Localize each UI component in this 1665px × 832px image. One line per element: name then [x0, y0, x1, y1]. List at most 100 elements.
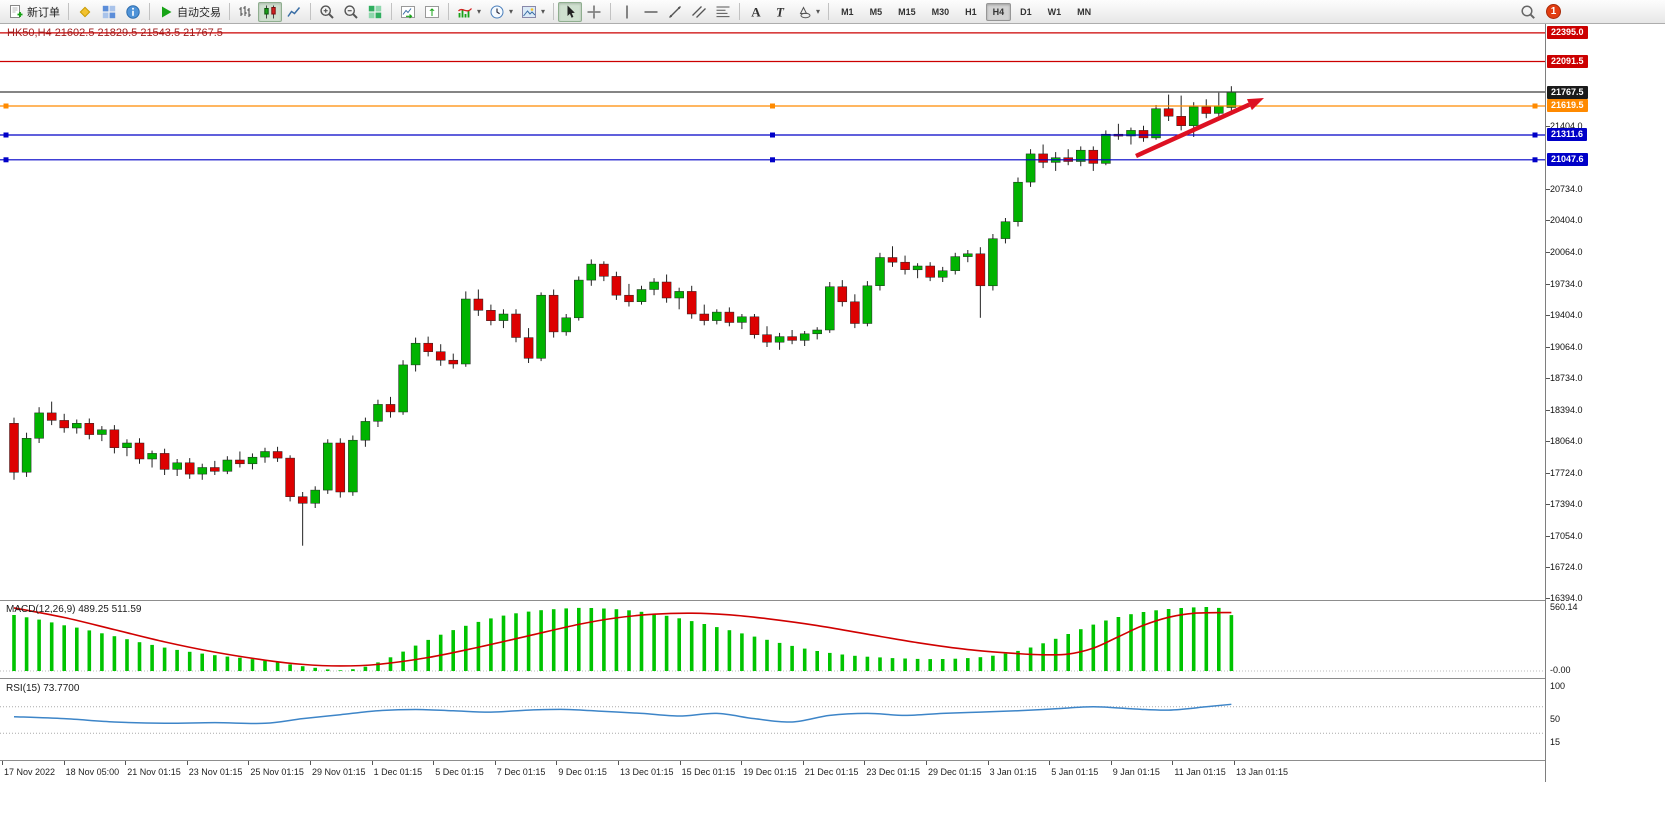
- time-tick: [1172, 761, 1174, 765]
- hline-handle[interactable]: [3, 132, 9, 138]
- toolbar-separator: [610, 3, 612, 20]
- time-tick: [679, 761, 681, 765]
- time-axis[interactable]: 17 Nov 2022 18 Nov 05:00 21 Nov 01:15 23 No…: [0, 760, 1545, 782]
- shapes-icon: [799, 5, 811, 18]
- clock-icon: [490, 5, 504, 18]
- trend-arrow[interactable]: [1135, 98, 1264, 159]
- zoom-out-button[interactable]: [339, 2, 363, 22]
- price-tick-label: 20404.0: [1550, 215, 1583, 226]
- hline-handle[interactable]: [3, 103, 9, 109]
- chevron-down-icon: ▾: [477, 7, 482, 16]
- refresh-button[interactable]: [121, 2, 145, 22]
- axis-tick: [1546, 504, 1550, 505]
- price-tick-label: 19734.0: [1550, 278, 1583, 289]
- axis-tick: [1546, 567, 1550, 568]
- timeframe-button-m30[interactable]: M30: [931, 6, 950, 17]
- svg-text:A: A: [751, 4, 761, 19]
- bars-chart-button[interactable]: [234, 2, 258, 22]
- trend-icon: [669, 5, 682, 18]
- time-tick: [433, 761, 435, 765]
- time-tick: [125, 761, 127, 765]
- price-axis[interactable]: 21404.0 20734.0 20404.0 20064.0 19734.0 19404…: [1545, 24, 1665, 782]
- notification-badge[interactable]: 1: [1546, 4, 1561, 19]
- chart-shift-button[interactable]: [420, 2, 444, 22]
- toolbar: 新订单 自动交易 ▾ ▾ ▾ A T ▾ M1 M5 M15 M30 H1 H4 D1 W1 MN 1: [0, 0, 1665, 24]
- chart-candles-icon: [264, 5, 276, 18]
- line-chart-button[interactable]: [282, 2, 306, 22]
- hline-handle[interactable]: [1532, 132, 1538, 138]
- hline-handle[interactable]: [3, 157, 9, 163]
- hline-handle[interactable]: [1532, 157, 1538, 163]
- timeframe-button-h1[interactable]: H1: [965, 6, 977, 17]
- new-order-button[interactable]: 新订单: [4, 2, 64, 22]
- axis-tick: [1546, 189, 1550, 190]
- price-line-label: 22395.0: [1547, 26, 1588, 39]
- time-tick: [987, 761, 989, 765]
- time-tick: [741, 761, 743, 765]
- hline-handle[interactable]: [770, 157, 775, 163]
- chart-bars-icon: [239, 5, 251, 17]
- toolbar-right: 1: [1516, 2, 1561, 22]
- arrows-button[interactable]: ▾: [792, 2, 824, 22]
- cursor-button[interactable]: [558, 1, 583, 22]
- macd-signal-line: [13, 607, 1232, 667]
- main-candle-chart[interactable]: [0, 24, 1545, 600]
- chevron-down-icon: ▾: [509, 7, 514, 16]
- toolbar-separator: [68, 3, 69, 20]
- hline-handle[interactable]: [1532, 103, 1538, 109]
- templates-button[interactable]: ▾: [517, 2, 549, 22]
- time-tick: [494, 761, 496, 765]
- time-tick: [186, 761, 188, 765]
- tile-windows-button[interactable]: [363, 2, 387, 22]
- time-label: 29 Dec 01:15: [928, 767, 982, 777]
- indicators-button[interactable]: ▾: [453, 2, 485, 22]
- zoom-in-icon: [320, 4, 334, 19]
- timeframe-button-mn[interactable]: MN: [1077, 6, 1092, 17]
- time-label: 13 Dec 01:15: [620, 767, 674, 777]
- toolbar-separator: [553, 3, 555, 20]
- macd-panel: [0, 600, 1545, 672]
- price-tick-label: 18734.0: [1550, 372, 1583, 383]
- fibonacci-button[interactable]: [711, 2, 735, 22]
- toolbar-separator: [448, 3, 449, 20]
- search-button[interactable]: [1516, 2, 1540, 22]
- vertical-line-button[interactable]: [615, 2, 639, 22]
- time-tick: [1234, 761, 1235, 765]
- info-circle-icon: [126, 4, 140, 19]
- macd-histogram: [12, 607, 1234, 671]
- hline-handle[interactable]: [770, 132, 775, 138]
- trendline-button[interactable]: [663, 2, 687, 22]
- candles-chart-button[interactable]: [258, 1, 282, 22]
- timeframe-button-m15[interactable]: M15: [898, 6, 916, 17]
- timeframe-button-d1[interactable]: D1: [1020, 6, 1032, 17]
- auto-scroll-button[interactable]: [396, 2, 420, 22]
- time-label: 23 Nov 01:15: [188, 767, 243, 777]
- timeframe-button-m5[interactable]: M5: [869, 6, 883, 17]
- horizontal-lines[interactable]: [0, 32, 1545, 163]
- rsi-panel: [0, 678, 1545, 734]
- crosshair-icon: [587, 5, 601, 18]
- channel-button[interactable]: [687, 2, 711, 22]
- profiles-button[interactable]: [73, 2, 97, 22]
- hline-handle[interactable]: [770, 103, 775, 109]
- price-tick-label: 18064.0: [1550, 435, 1583, 446]
- crosshair-button[interactable]: [582, 2, 606, 22]
- zoom-in-button[interactable]: [315, 2, 339, 22]
- charts-grid-button[interactable]: [97, 2, 121, 22]
- grid-green-icon: [368, 5, 382, 18]
- macd-axis-max: 560.14: [1550, 602, 1578, 612]
- timeframe-button-m1[interactable]: M1: [841, 6, 854, 17]
- timeframe-button-h4[interactable]: H4: [985, 2, 1012, 21]
- price-line-label: 21767.5: [1547, 86, 1588, 99]
- doc-plus-icon: [10, 4, 23, 18]
- chevron-down-icon: ▾: [541, 7, 546, 16]
- autotrading-button-label: 自动交易: [177, 6, 221, 19]
- periods-button[interactable]: ▾: [485, 2, 517, 22]
- toolbar-separator: [229, 3, 230, 20]
- text-button[interactable]: A: [744, 2, 768, 22]
- timeframe-button-w1[interactable]: W1: [1047, 6, 1062, 17]
- autotrading-button[interactable]: 自动交易: [154, 2, 225, 22]
- new-order-button-label: 新订单: [27, 6, 60, 19]
- horizontal-line-button[interactable]: [639, 2, 663, 22]
- label-button[interactable]: T: [768, 2, 792, 22]
